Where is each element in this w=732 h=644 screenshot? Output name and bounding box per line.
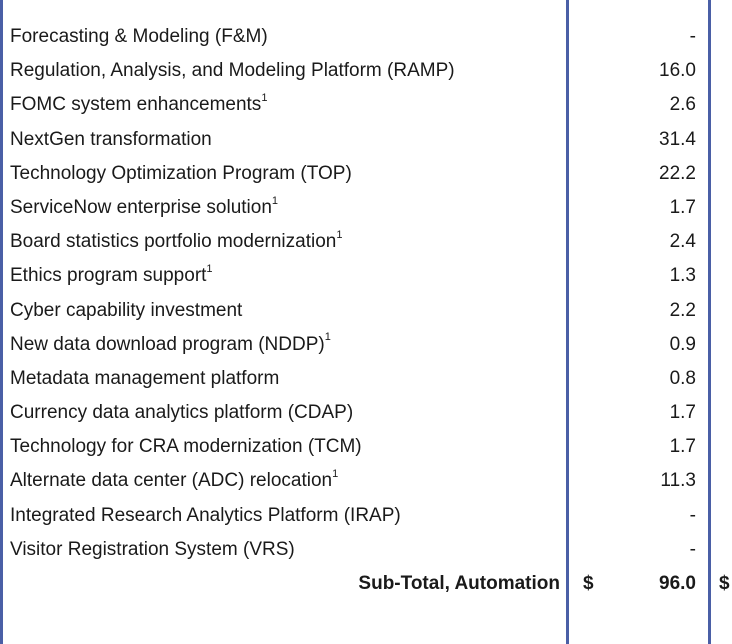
- table-row: Cyber capability investment 2.2: [0, 294, 732, 328]
- row-label: Ethics program support1: [10, 259, 213, 293]
- row-label: Board statistics portfolio modernization…: [10, 225, 342, 259]
- row-value: 31.4: [659, 128, 696, 150]
- row-label-text: Integrated Research Analytics Platform (…: [10, 504, 401, 526]
- row-label-text: Forecasting & Modeling (F&M): [10, 26, 268, 47]
- table-row: New data download program (NDDP)1 0.9: [0, 328, 732, 362]
- row-label: Integrated Research Analytics Platform (…: [10, 499, 401, 533]
- row-label-text: Cyber capability investment: [10, 299, 243, 321]
- table-row: ServiceNow enterprise solution1 1.7: [0, 191, 732, 225]
- table-row: Visitor Registration System (VRS) -: [0, 533, 732, 567]
- column-divider-1: [566, 0, 569, 644]
- table-row: Regulation, Analysis, and Modeling Platf…: [0, 54, 732, 88]
- row-label-text: Technology for CRA modernization (TCM): [10, 436, 362, 458]
- row-value: 1.7: [669, 436, 696, 458]
- next-column-currency: $: [719, 573, 730, 594]
- row-label: New data download program (NDDP)1: [10, 328, 331, 362]
- row-label: FOMC system enhancements1: [10, 88, 267, 122]
- row-label-text: Alternate data center (ADC) relocation: [10, 470, 333, 492]
- row-value: -: [689, 504, 696, 526]
- table-row: Currency data analytics platform (CDAP) 1…: [0, 396, 732, 430]
- row-value: 16.0: [659, 60, 696, 82]
- footnote-marker: 1: [206, 262, 213, 275]
- table-row: Technology Optimization Program (TOP) 22.…: [0, 157, 732, 191]
- row-label-text: Board statistics portfolio modernization: [10, 231, 337, 253]
- row-value: 2.6: [669, 94, 696, 116]
- table-row: FOMC system enhancements1 2.6: [0, 88, 732, 122]
- table-row: Forecasting & Modeling (F&M) -: [0, 20, 732, 54]
- row-value: 11.3: [660, 470, 696, 492]
- row-label-text: ServiceNow enterprise solution: [10, 196, 272, 218]
- row-label: Metadata management platform: [10, 362, 279, 396]
- table-row: Metadata management platform 0.8: [0, 362, 732, 396]
- column-divider-2: [708, 0, 711, 644]
- left-border-rule: [0, 0, 3, 644]
- row-value: 0.9: [669, 333, 696, 355]
- row-label: ServiceNow enterprise solution1: [10, 191, 278, 225]
- row-value: 2.2: [669, 299, 696, 321]
- row-label-text: New data download program (NDDP): [10, 333, 325, 355]
- subtotal-row: Sub-Total, Automation $96.0 $: [0, 567, 732, 601]
- row-label-text: Regulation, Analysis, and Modeling Platf…: [10, 60, 455, 82]
- row-label-text: Metadata management platform: [10, 367, 280, 389]
- row-value: 0.8: [669, 367, 696, 389]
- footnote-marker: 1: [336, 228, 343, 241]
- table-row: Technology for CRA modernization (TCM) 1.…: [0, 430, 732, 464]
- row-label-text: Visitor Registration System (VRS): [10, 538, 295, 560]
- row-label: Technology Optimization Program (TOP): [10, 157, 352, 191]
- table-row: Alternate data center (ADC) relocation1 1…: [0, 464, 732, 498]
- footnote-marker: 1: [324, 331, 331, 344]
- footnote-marker: 1: [261, 92, 268, 105]
- row-label: Currency data analytics platform (CDAP): [10, 396, 353, 430]
- row-label-text: Technology Optimization Program (TOP): [10, 162, 352, 184]
- table-row: Ethics program support1 1.3: [0, 259, 732, 293]
- row-value: 22.2: [659, 162, 696, 184]
- row-label: Alternate data center (ADC) relocation1: [10, 464, 338, 498]
- row-label: Cyber capability investment: [10, 294, 242, 328]
- row-label: Visitor Registration System (VRS): [10, 533, 295, 567]
- row-value: 1.3: [669, 265, 696, 287]
- row-label-text: Ethics program support: [10, 265, 207, 287]
- row-label: NextGen transformation: [10, 123, 212, 157]
- table-body: Forecasting & Modeling (F&M) - Regulation,…: [0, 20, 732, 601]
- row-label-text: FOMC system enhancements: [10, 94, 262, 116]
- row-label: Regulation, Analysis, and Modeling Platf…: [10, 54, 455, 88]
- row-value: 2.4: [669, 231, 696, 253]
- row-label: Technology for CRA modernization (TCM): [10, 430, 362, 464]
- footnote-marker: 1: [271, 194, 279, 207]
- row-label-text: NextGen transformation: [10, 128, 212, 150]
- row-value: -: [689, 538, 696, 560]
- subtotal-currency: $: [583, 573, 594, 594]
- table-row: NextGen transformation 31.4: [0, 123, 732, 157]
- row-label: Forecasting & Modeling (F&M): [10, 20, 268, 54]
- footnote-marker: 1: [332, 468, 339, 481]
- subtotal-label: Sub-Total, Automation: [358, 573, 560, 594]
- subtotal-value: 96.0: [659, 573, 696, 594]
- row-label-text: Currency data analytics platform (CDAP): [10, 402, 354, 424]
- row-value: 1.7: [669, 196, 696, 218]
- row-value: -: [689, 26, 696, 47]
- table-row: Board statistics portfolio modernization…: [0, 225, 732, 259]
- table-row: Integrated Research Analytics Platform (…: [0, 499, 732, 533]
- row-value: 1.7: [669, 402, 696, 424]
